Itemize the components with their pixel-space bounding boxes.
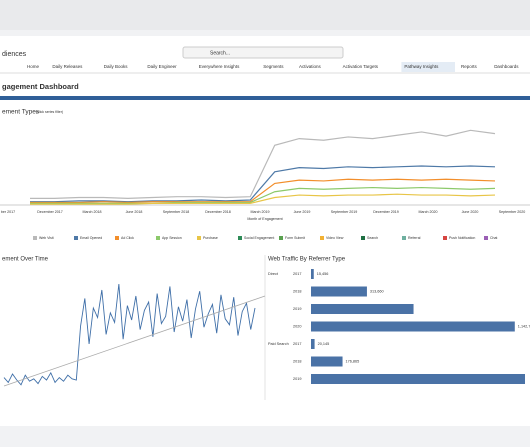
- legend-label[interactable]: Video View: [326, 236, 344, 240]
- legend-swatch[interactable]: [197, 236, 201, 240]
- bar[interactable]: [311, 304, 414, 314]
- series-line: [30, 193, 496, 205]
- legend-swatch[interactable]: [279, 236, 283, 240]
- x-tick-label: June 2020: [462, 210, 479, 214]
- x-tick-label: March 2019: [251, 210, 270, 214]
- group-label: Direct: [268, 272, 279, 276]
- legend-label[interactable]: Referral: [408, 236, 421, 240]
- search-box[interactable]: [182, 46, 344, 59]
- x-tick-label: December 2017: [37, 210, 63, 214]
- value-label: 313,660: [370, 290, 384, 294]
- dashboard-title: gagement Dashboard: [2, 82, 79, 91]
- row-label: 2017: [293, 272, 301, 276]
- legend-label[interactable]: Social Engagement: [244, 236, 274, 240]
- series-line: [30, 186, 496, 204]
- legend-swatch[interactable]: [320, 236, 324, 240]
- value-label: 20,145: [318, 342, 330, 346]
- x-axis-label: Month of Engagement: [247, 217, 282, 221]
- chart-title: ement Types: [2, 109, 40, 116]
- content: Home Daily Releases Daily Books Daily Engin…: [0, 62, 530, 387]
- bar[interactable]: [311, 321, 515, 332]
- group-label: Paid Search: [268, 342, 289, 346]
- value-label: 176,865: [346, 360, 360, 364]
- row-label: 2019: [293, 377, 301, 381]
- legend-label[interactable]: Chat: [490, 236, 497, 240]
- row-label: 2018: [293, 360, 301, 364]
- series-line: [3, 283, 256, 386]
- legend-swatch[interactable]: [74, 236, 78, 240]
- legend-swatch[interactable]: [33, 236, 37, 240]
- nav-item[interactable]: Reports: [461, 64, 478, 69]
- search-placeholder[interactable]: Search...: [210, 50, 230, 56]
- legend-label[interactable]: Push Notification: [449, 236, 475, 240]
- nav-item[interactable]: Home: [27, 64, 40, 69]
- nav-item[interactable]: Pathway Insights: [404, 64, 439, 69]
- legend-label[interactable]: Ad Click: [121, 236, 134, 240]
- backdrop: [0, 0, 530, 30]
- x-tick-label: December 2019: [373, 210, 399, 214]
- nav-active: [401, 62, 455, 72]
- trend-line: [3, 295, 266, 387]
- nav-item[interactable]: Daily Releases: [52, 64, 83, 69]
- series-line: [30, 129, 496, 199]
- chart-title: Web Traffic By Referrer Type: [268, 257, 346, 263]
- x-tick-label: ber 2017: [1, 210, 15, 214]
- x-tick-label: September 2019: [331, 210, 358, 214]
- chart-subtitle: (click series filter): [36, 110, 63, 114]
- brand: diences: [2, 51, 27, 58]
- bar[interactable]: [311, 269, 314, 279]
- x-tick-label: June 2019: [294, 210, 311, 214]
- legend-label[interactable]: Purchase: [203, 236, 218, 240]
- chart-title: ement Over Time: [2, 257, 49, 263]
- legend-label[interactable]: App Session: [162, 236, 182, 240]
- bar[interactable]: [311, 339, 315, 349]
- nav-item[interactable]: Dashboards: [494, 64, 519, 69]
- x-tick-label: September 2018: [163, 210, 190, 214]
- legend-label[interactable]: Email Opened: [80, 236, 102, 240]
- legend-swatch[interactable]: [443, 236, 447, 240]
- row-label: 2017: [293, 342, 301, 346]
- x-tick-label: December 2018: [205, 210, 231, 214]
- nav-item[interactable]: Activation Targets: [343, 64, 379, 69]
- series-line: [30, 178, 496, 204]
- nav-item[interactable]: Segments: [263, 64, 284, 69]
- row-label: 2020: [293, 325, 301, 329]
- legend-label[interactable]: Form Submit: [285, 236, 305, 240]
- legend-swatch[interactable]: [484, 236, 488, 240]
- header-bar: [0, 96, 530, 100]
- nav-item[interactable]: Activations: [299, 64, 322, 69]
- x-tick-label: March 2020: [419, 210, 438, 214]
- row-label: 2019: [293, 307, 301, 311]
- x-tick-label: September 2020: [499, 210, 526, 214]
- legend-swatch[interactable]: [238, 236, 242, 240]
- bar[interactable]: [311, 374, 525, 384]
- legend-swatch[interactable]: [156, 236, 160, 240]
- x-tick-label: March 2018: [83, 210, 102, 214]
- legend-swatch[interactable]: [361, 236, 365, 240]
- nav-item[interactable]: Everywhere Insights: [199, 64, 240, 69]
- value-label: 15,456: [317, 272, 329, 276]
- bar[interactable]: [311, 356, 343, 367]
- value-label: 1,142,756: [518, 325, 530, 329]
- nav-item[interactable]: Daily Engineer: [147, 64, 177, 69]
- legend-swatch[interactable]: [115, 236, 119, 240]
- nav-item[interactable]: Daily Books: [104, 64, 129, 69]
- x-tick-label: June 2018: [126, 210, 143, 214]
- bar[interactable]: [311, 286, 367, 297]
- legend-label[interactable]: Web Visit: [39, 236, 54, 240]
- legend-label[interactable]: Search: [367, 236, 378, 240]
- legend-swatch[interactable]: [402, 236, 406, 240]
- series-line: [30, 165, 496, 203]
- row-label: 2018: [293, 290, 301, 294]
